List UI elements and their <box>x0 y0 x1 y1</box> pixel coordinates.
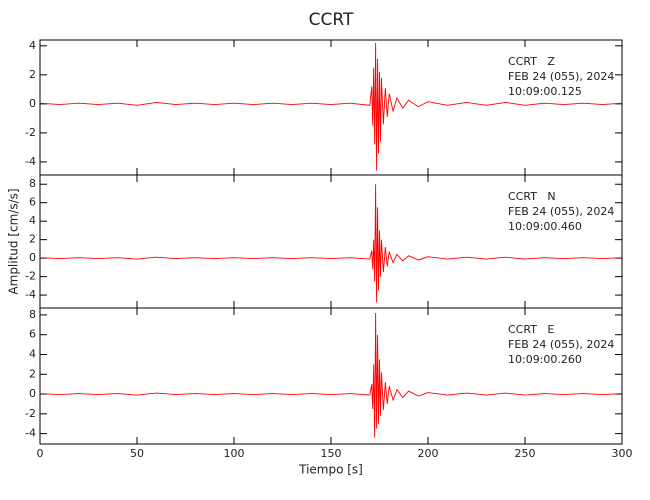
y-tick-label: 4 <box>29 214 36 227</box>
annotation: CCRT E <box>508 323 554 336</box>
x-tick-label: 0 <box>37 447 44 460</box>
y-tick-label: 0 <box>29 387 36 400</box>
seismogram-trace <box>39 184 623 303</box>
annotation: 10:09:00.260 <box>508 353 582 366</box>
y-tick-label: -4 <box>25 288 36 301</box>
annotation: FEB 24 (055), 2024 <box>508 70 614 83</box>
seismogram-trace <box>39 42 623 171</box>
y-tick-label: 2 <box>29 233 36 246</box>
x-tick-label: 50 <box>130 447 144 460</box>
y-tick-label: 2 <box>29 68 36 81</box>
y-tick-label: -2 <box>25 126 36 139</box>
annotation: CCRT Z <box>508 55 555 68</box>
y-tick-label: -2 <box>25 407 36 420</box>
x-tick-label: 250 <box>515 447 536 460</box>
annotation: 10:09:00.460 <box>508 220 582 233</box>
annotation: FEB 24 (055), 2024 <box>508 338 614 351</box>
y-tick-label: 2 <box>29 367 36 380</box>
x-tick-label: 150 <box>321 447 342 460</box>
y-tick-label: 6 <box>29 196 36 209</box>
y-tick-label: 6 <box>29 328 36 341</box>
x-tick-label: 200 <box>418 447 439 460</box>
y-tick-label: 0 <box>29 97 36 110</box>
y-tick-label: 8 <box>29 308 36 321</box>
x-tick-label: 100 <box>224 447 245 460</box>
y-tick-label: 8 <box>29 177 36 190</box>
seismogram-trace <box>39 312 623 438</box>
annotation: CCRT N <box>508 190 556 203</box>
x-axis-label: Tiempo [s] <box>298 463 363 477</box>
y-tick-label: -4 <box>25 427 36 440</box>
annotation: FEB 24 (055), 2024 <box>508 205 614 218</box>
y-tick-label: -2 <box>25 270 36 283</box>
y-tick-label: -4 <box>25 155 36 168</box>
y-axis-label: Amplitud [cm/s/s] <box>7 188 21 294</box>
y-tick-label: 0 <box>29 251 36 264</box>
y-tick-label: 4 <box>29 39 36 52</box>
x-tick-label: 300 <box>612 447 633 460</box>
annotation: 10:09:00.125 <box>508 85 582 98</box>
y-tick-label: 4 <box>29 347 36 360</box>
chart-title: CCRT <box>309 10 354 30</box>
